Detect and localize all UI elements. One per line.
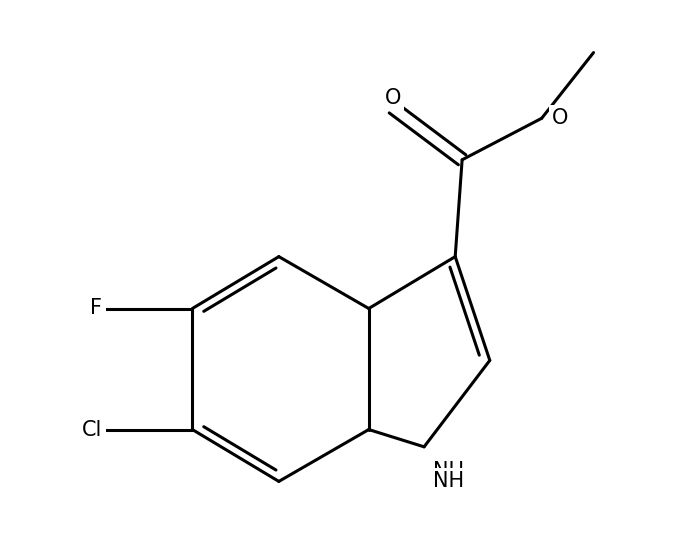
Text: NH: NH bbox=[433, 461, 464, 481]
Text: O: O bbox=[385, 88, 401, 108]
Text: O: O bbox=[552, 108, 569, 128]
Text: NH: NH bbox=[433, 471, 464, 491]
Text: Cl: Cl bbox=[82, 420, 102, 439]
Text: F: F bbox=[90, 299, 102, 318]
